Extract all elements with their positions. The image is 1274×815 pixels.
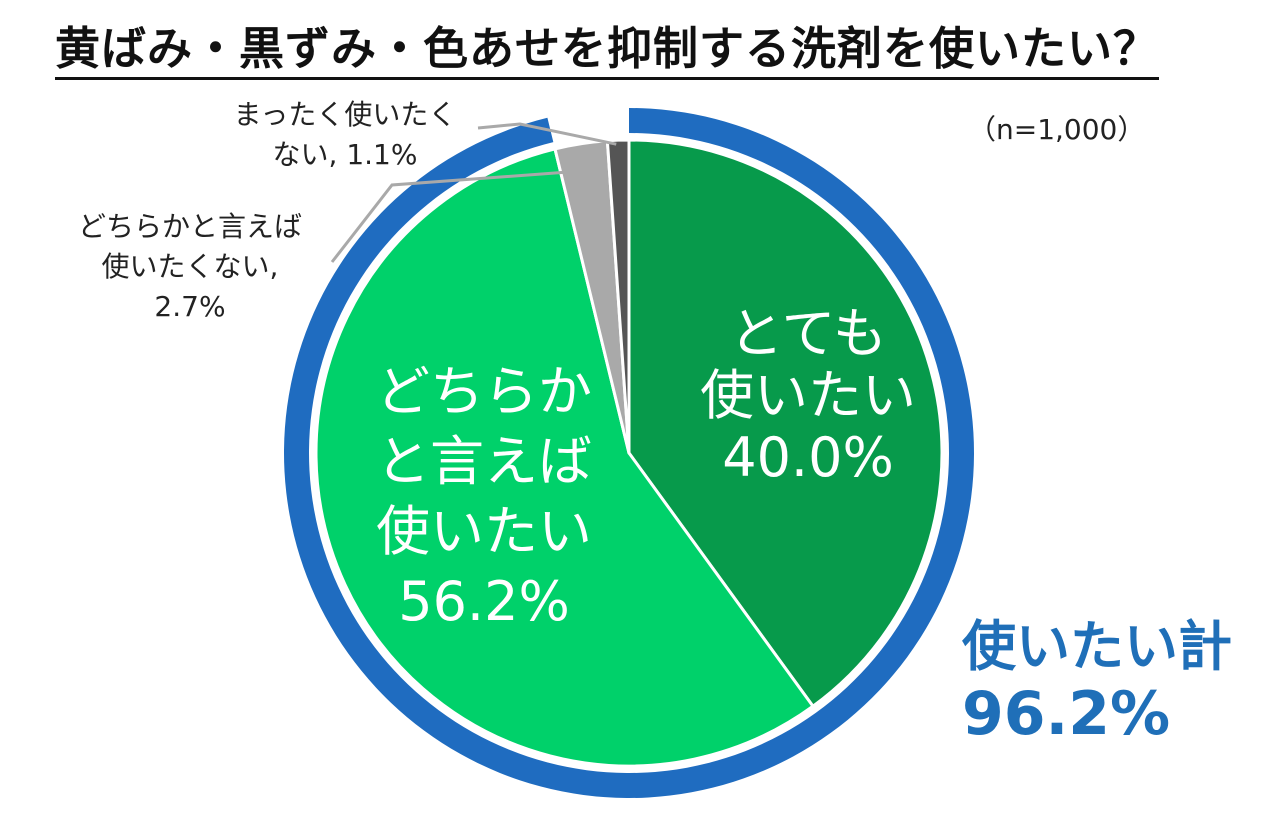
total-want-value: 96.2% (962, 679, 1171, 749)
pie-slice-very-want (627, 138, 944, 708)
slice-label-very-want: とても使いたい 40.0% (700, 302, 916, 489)
pie-slice-somewhat-want (314, 147, 815, 768)
chart-title: 黄ばみ・黒ずみ・色あせを抑制する洗剤を使いたい？ (55, 26, 1160, 80)
pie-slice-not-at-all (605, 138, 631, 455)
sample-size-note: （n=1,000） (968, 113, 1146, 146)
slice-label-somewhat-want: どちらかと言えば使いたい 56.2% (376, 360, 592, 633)
leader-line-not-at-all (477, 122, 617, 146)
total-want-label: 使いたい計 96.2% (962, 615, 1232, 749)
total-want-text: 使いたい計 (962, 615, 1232, 678)
slice-label-somewhat-not: どちらかと言えば使いたくない, 2.7% (78, 210, 302, 323)
leader-line-somewhat-not (330, 170, 574, 263)
slice-label-not-at-all: まったく使いたくない, 1.1% (234, 98, 457, 171)
